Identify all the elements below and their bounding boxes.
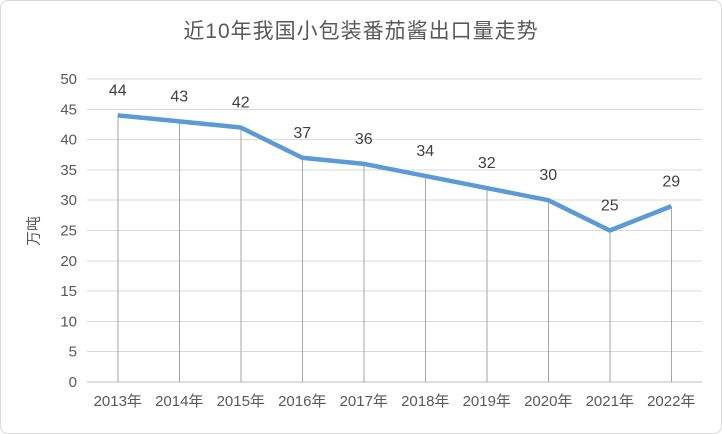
data-label: 43 <box>170 88 188 105</box>
y-tick-label: 5 <box>69 344 77 361</box>
x-tick-label: 2019年 <box>463 393 511 410</box>
y-tick-label: 45 <box>60 101 77 118</box>
data-label: 30 <box>539 167 557 184</box>
data-label: 44 <box>109 82 127 99</box>
y-tick-label: 10 <box>60 313 77 330</box>
y-tick-label: 20 <box>60 253 77 270</box>
y-tick-label: 50 <box>60 71 77 88</box>
data-label: 29 <box>662 173 680 190</box>
y-tick-label: 25 <box>60 223 77 240</box>
data-label: 37 <box>293 125 311 142</box>
y-tick-label: 0 <box>69 374 77 391</box>
data-label: 36 <box>355 131 373 148</box>
x-tick-label: 2022年 <box>647 393 695 410</box>
x-tick-label: 2021年 <box>586 393 634 410</box>
y-tick-label: 40 <box>60 132 77 149</box>
x-tick-label: 2017年 <box>340 393 388 410</box>
data-label: 32 <box>478 155 496 172</box>
x-tick-label: 2013年 <box>94 393 142 410</box>
data-label: 34 <box>416 143 434 160</box>
data-label: 42 <box>232 94 250 111</box>
y-tick-label: 15 <box>60 283 77 300</box>
data-label: 25 <box>601 198 619 215</box>
x-tick-label: 2014年 <box>155 393 203 410</box>
y-tick-label: 35 <box>60 162 77 179</box>
x-tick-label: 2020年 <box>524 393 572 410</box>
chart-title: 近10年我国小包装番茄酱出口量走势 <box>183 20 539 43</box>
data-series-line <box>117 113 673 233</box>
x-tick-label: 2016年 <box>278 393 326 410</box>
x-tick-label: 2018年 <box>401 393 449 410</box>
y-tick-label: 30 <box>60 192 77 209</box>
x-tick-label: 2015年 <box>217 393 265 410</box>
